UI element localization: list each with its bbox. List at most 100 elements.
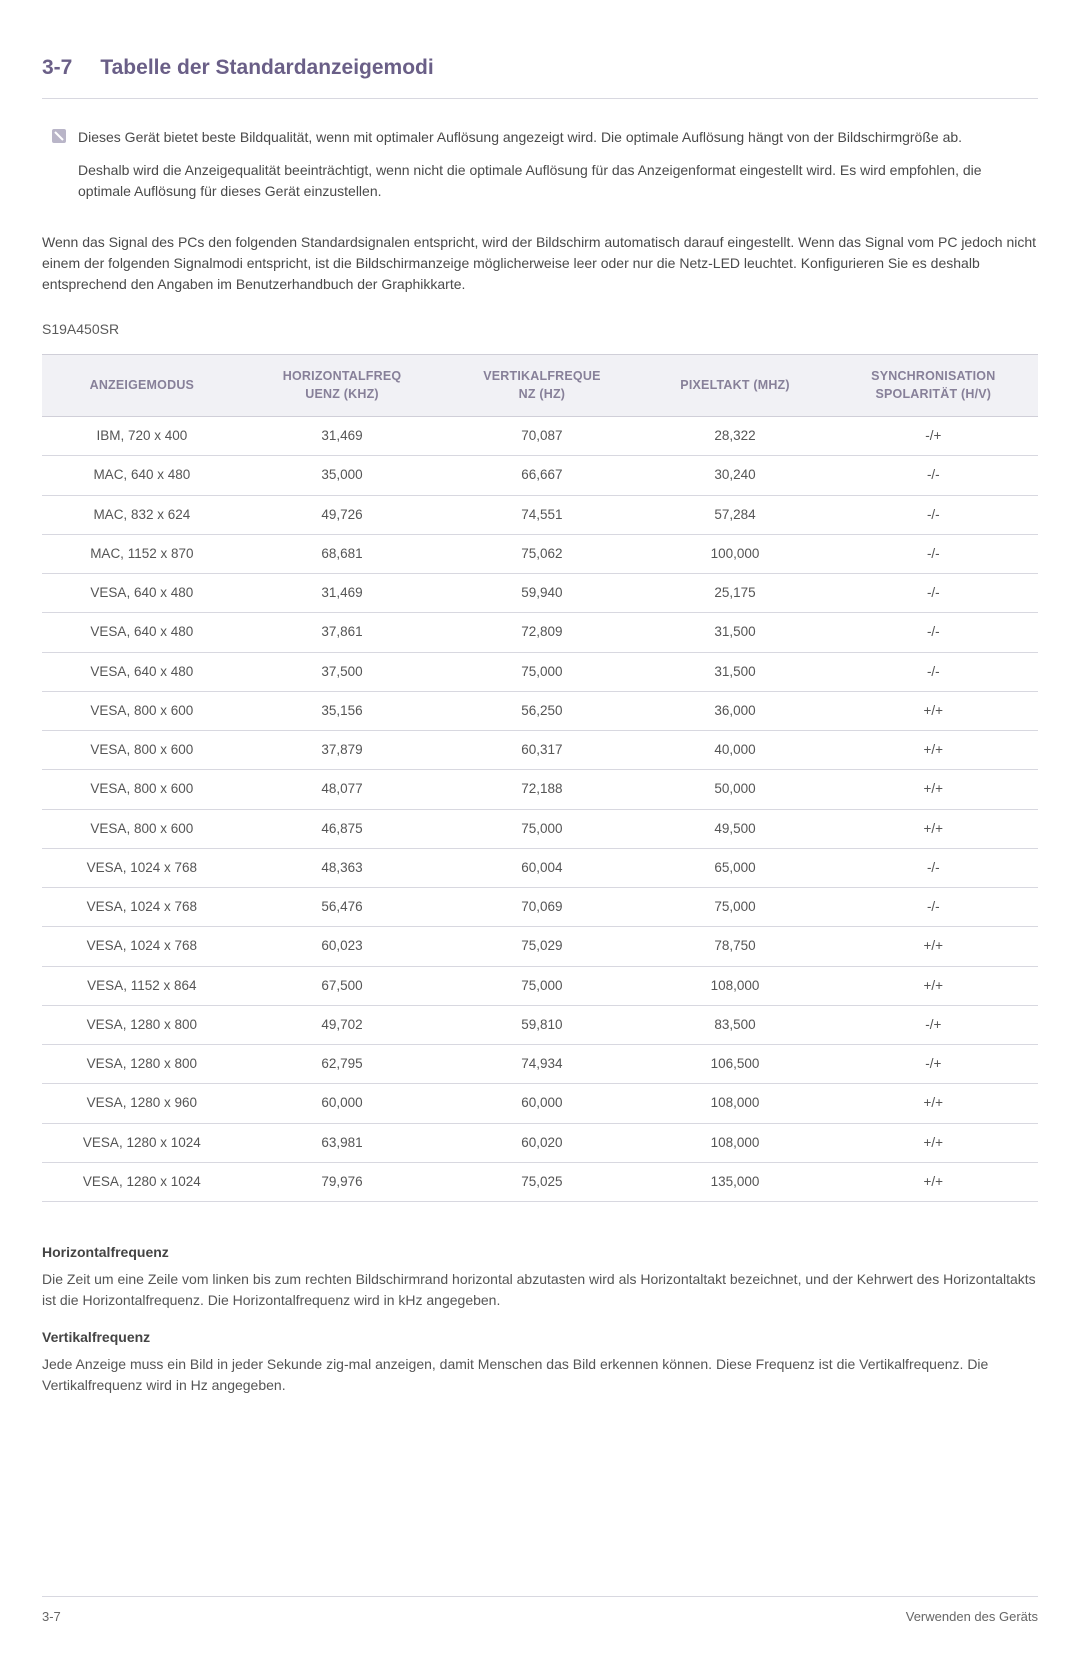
definition-hfreq: Horizontalfrequenz Die Zeit um eine Zeil… bbox=[42, 1242, 1038, 1311]
table-cell: VESA, 800 x 600 bbox=[42, 691, 242, 730]
table-row: IBM, 720 x 40031,46970,08728,322-/+ bbox=[42, 417, 1038, 456]
table-cell: 60,000 bbox=[242, 1084, 443, 1123]
table-cell: 79,976 bbox=[242, 1162, 443, 1201]
table-cell: VESA, 800 x 600 bbox=[42, 809, 242, 848]
table-cell: 30,240 bbox=[641, 456, 828, 495]
table-cell: 36,000 bbox=[641, 691, 828, 730]
table-cell: -/- bbox=[829, 652, 1038, 691]
table-cell: 75,000 bbox=[442, 809, 641, 848]
table-cell: 72,188 bbox=[442, 770, 641, 809]
table-cell: 37,500 bbox=[242, 652, 443, 691]
page-footer: 3-7 Verwenden des Geräts bbox=[42, 1596, 1038, 1627]
table-row: VESA, 1024 x 76860,02375,02978,750+/+ bbox=[42, 927, 1038, 966]
table-cell: 59,810 bbox=[442, 1005, 641, 1044]
table-cell: 66,667 bbox=[442, 456, 641, 495]
col-header-vfreq: VERTIKALFREQUE NZ (HZ) bbox=[442, 354, 641, 417]
table-cell: VESA, 800 x 600 bbox=[42, 731, 242, 770]
section-header: 3-7 Tabelle der Standardanzeigemodi bbox=[42, 52, 1038, 99]
table-body: IBM, 720 x 40031,46970,08728,322-/+ MAC, … bbox=[42, 417, 1038, 1202]
table-cell: 135,000 bbox=[641, 1162, 828, 1201]
table-row: VESA, 800 x 60046,87575,00049,500+/+ bbox=[42, 809, 1038, 848]
table-cell: 106,500 bbox=[641, 1045, 828, 1084]
table-cell: VESA, 1280 x 800 bbox=[42, 1005, 242, 1044]
table-row: VESA, 1152 x 86467,50075,000108,000+/+ bbox=[42, 966, 1038, 1005]
table-row: MAC, 1152 x 87068,68175,062100,000-/- bbox=[42, 534, 1038, 573]
note-paragraph-2: Deshalb wird die Anzeigequalität beeintr… bbox=[78, 160, 1038, 202]
table-cell: VESA, 800 x 600 bbox=[42, 770, 242, 809]
section-number: 3-7 bbox=[42, 52, 72, 84]
table-row: VESA, 1024 x 76848,36360,00465,000-/- bbox=[42, 848, 1038, 887]
table-cell: VESA, 1280 x 800 bbox=[42, 1045, 242, 1084]
table-cell: -/- bbox=[829, 888, 1038, 927]
table-cell: VESA, 1280 x 1024 bbox=[42, 1123, 242, 1162]
table-cell: +/+ bbox=[829, 1084, 1038, 1123]
table-cell: +/+ bbox=[829, 1162, 1038, 1201]
table-cell: 50,000 bbox=[641, 770, 828, 809]
spec-table: ANZEIGEMODUS HORIZONTALFREQ UENZ (KHZ) V… bbox=[42, 354, 1038, 1203]
table-cell: 74,934 bbox=[442, 1045, 641, 1084]
table-cell: VESA, 1024 x 768 bbox=[42, 927, 242, 966]
table-cell: 70,069 bbox=[442, 888, 641, 927]
col-header-hfreq: HORIZONTALFREQ UENZ (KHZ) bbox=[242, 354, 443, 417]
table-row: VESA, 640 x 48037,50075,00031,500-/- bbox=[42, 652, 1038, 691]
table-cell: 78,750 bbox=[641, 927, 828, 966]
table-cell: 49,702 bbox=[242, 1005, 443, 1044]
note-block: Dieses Gerät bietet beste Bildqualität, … bbox=[42, 127, 1038, 214]
table-cell: 72,809 bbox=[442, 613, 641, 652]
table-cell: 31,469 bbox=[242, 417, 443, 456]
table-cell: 75,000 bbox=[442, 966, 641, 1005]
table-cell: 75,000 bbox=[641, 888, 828, 927]
table-cell: 31,500 bbox=[641, 613, 828, 652]
table-cell: 60,317 bbox=[442, 731, 641, 770]
table-cell: 70,087 bbox=[442, 417, 641, 456]
table-cell: 108,000 bbox=[641, 1084, 828, 1123]
table-row: VESA, 1280 x 80049,70259,81083,500-/+ bbox=[42, 1005, 1038, 1044]
table-row: VESA, 800 x 60037,87960,31740,000+/+ bbox=[42, 731, 1038, 770]
table-cell: 31,469 bbox=[242, 574, 443, 613]
footer-right: Verwenden des Geräts bbox=[906, 1607, 1038, 1627]
table-cell: VESA, 640 x 480 bbox=[42, 574, 242, 613]
table-cell: 40,000 bbox=[641, 731, 828, 770]
table-cell: 37,861 bbox=[242, 613, 443, 652]
table-row: VESA, 640 x 48031,46959,94025,175-/- bbox=[42, 574, 1038, 613]
table-cell: 75,062 bbox=[442, 534, 641, 573]
table-cell: +/+ bbox=[829, 809, 1038, 848]
table-cell: +/+ bbox=[829, 770, 1038, 809]
footer-left: 3-7 bbox=[42, 1607, 61, 1627]
table-cell: +/+ bbox=[829, 927, 1038, 966]
table-cell: 59,940 bbox=[442, 574, 641, 613]
table-cell: VESA, 1280 x 1024 bbox=[42, 1162, 242, 1201]
note-icon bbox=[52, 129, 66, 143]
table-cell: MAC, 832 x 624 bbox=[42, 495, 242, 534]
table-cell: 60,023 bbox=[242, 927, 443, 966]
table-cell: VESA, 1024 x 768 bbox=[42, 888, 242, 927]
table-cell: -/+ bbox=[829, 1045, 1038, 1084]
model-label: S19A450SR bbox=[42, 319, 1038, 340]
table-cell: 37,879 bbox=[242, 731, 443, 770]
table-row: VESA, 800 x 60048,07772,18850,000+/+ bbox=[42, 770, 1038, 809]
table-cell: MAC, 1152 x 870 bbox=[42, 534, 242, 573]
table-cell: 75,025 bbox=[442, 1162, 641, 1201]
definition-body: Jede Anzeige muss ein Bild in jeder Seku… bbox=[42, 1354, 1038, 1396]
table-cell: 60,000 bbox=[442, 1084, 641, 1123]
table-row: VESA, 1280 x 102463,98160,020108,000+/+ bbox=[42, 1123, 1038, 1162]
table-cell: VESA, 640 x 480 bbox=[42, 652, 242, 691]
col-header-mode: ANZEIGEMODUS bbox=[42, 354, 242, 417]
table-cell: VESA, 1152 x 864 bbox=[42, 966, 242, 1005]
table-cell: 62,795 bbox=[242, 1045, 443, 1084]
definition-title: Horizontalfrequenz bbox=[42, 1242, 1038, 1263]
table-cell: 68,681 bbox=[242, 534, 443, 573]
table-row: VESA, 1280 x 102479,97675,025135,000+/+ bbox=[42, 1162, 1038, 1201]
table-cell: 100,000 bbox=[641, 534, 828, 573]
table-cell: 48,077 bbox=[242, 770, 443, 809]
col-header-sync: SYNCHRONISATION SPOLARITÄT (H/V) bbox=[829, 354, 1038, 417]
table-cell: 48,363 bbox=[242, 848, 443, 887]
table-cell: 35,000 bbox=[242, 456, 443, 495]
table-cell: -/+ bbox=[829, 417, 1038, 456]
table-cell: 83,500 bbox=[641, 1005, 828, 1044]
table-row: VESA, 1280 x 96060,00060,000108,000+/+ bbox=[42, 1084, 1038, 1123]
table-cell: 49,726 bbox=[242, 495, 443, 534]
note-body: Dieses Gerät bietet beste Bildqualität, … bbox=[78, 127, 1038, 214]
col-header-pixelclk: PIXELTAKT (MHZ) bbox=[641, 354, 828, 417]
table-cell: 56,476 bbox=[242, 888, 443, 927]
